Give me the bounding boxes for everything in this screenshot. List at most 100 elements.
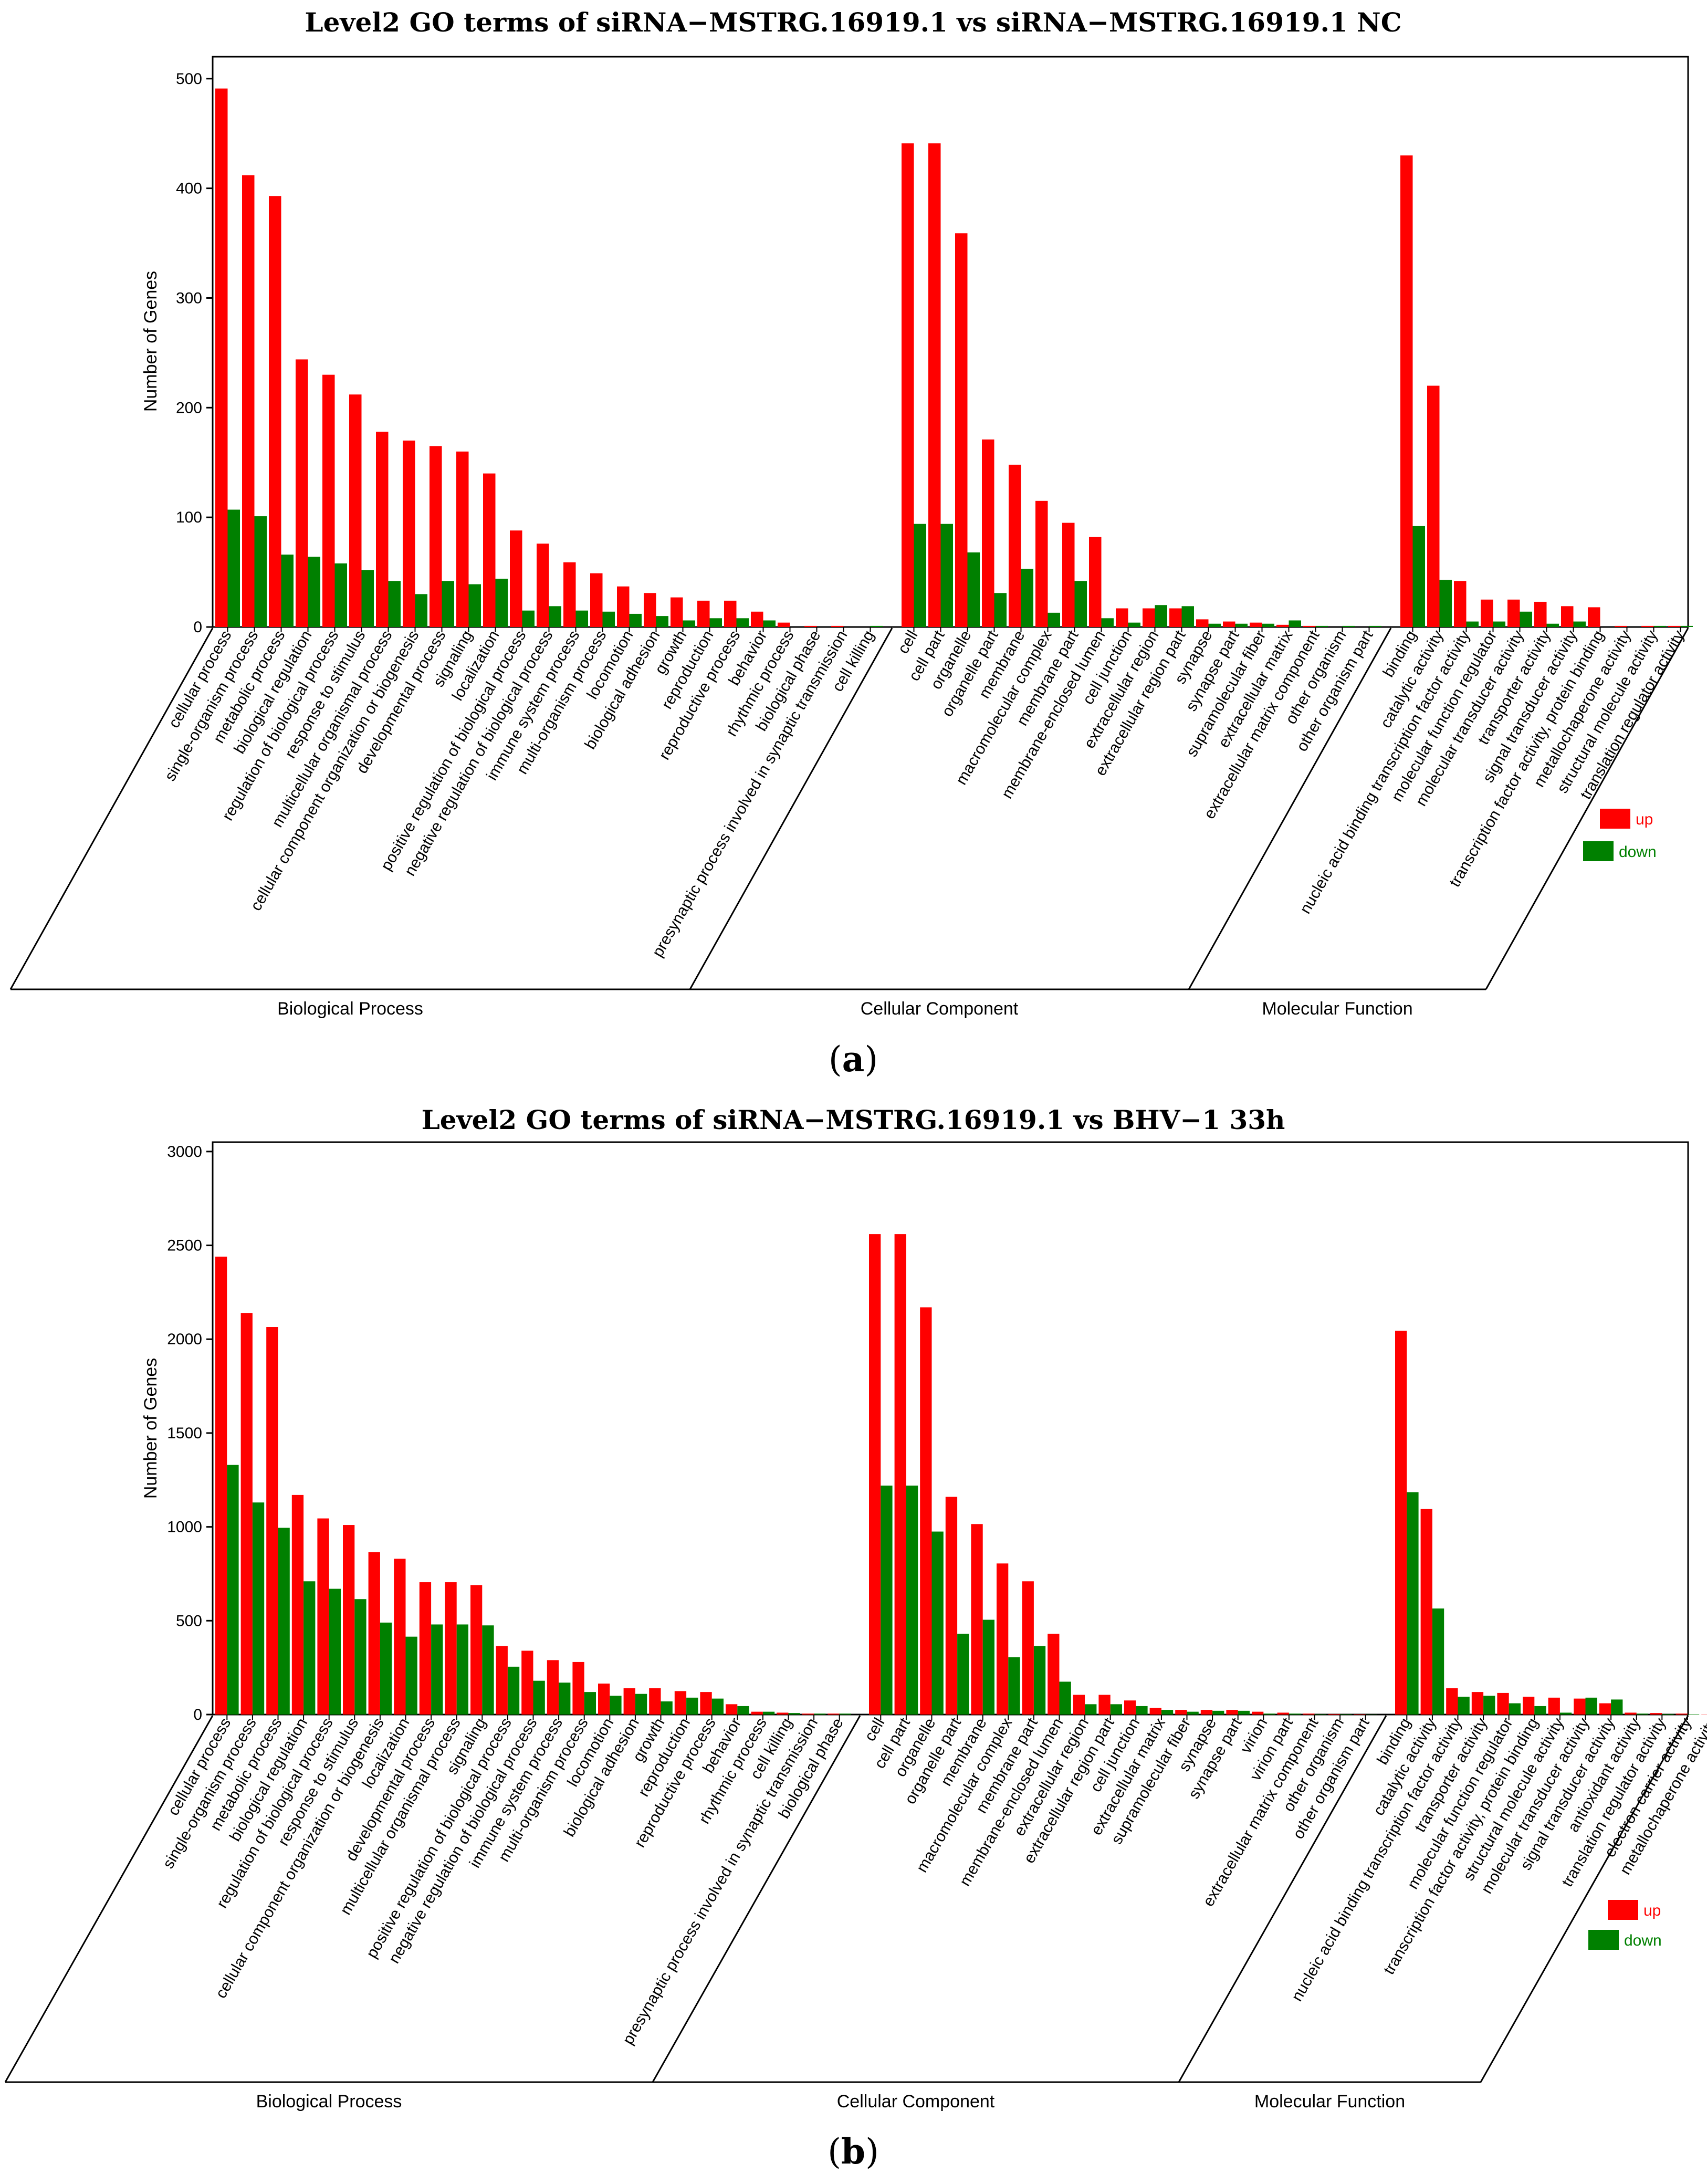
chart-a-bar-up	[1303, 625, 1316, 627]
chart-a-bar-down	[281, 555, 294, 627]
chart-b-bar-down	[1238, 1710, 1250, 1715]
chart-b-bar-up	[777, 1712, 789, 1715]
chart-a-bar-down	[1680, 625, 1693, 627]
chart-a-group-frame	[9, 628, 1689, 990]
chart-b-bar-down	[814, 1713, 826, 1715]
chart-b-bar-down	[1407, 1492, 1419, 1715]
chart-a-bar-up	[1507, 599, 1520, 627]
chart-a-bar-up	[296, 359, 308, 627]
chart-b-bar-up	[394, 1559, 406, 1715]
chart-a-group-label: Molecular Function	[1262, 999, 1412, 1019]
chart-b-bar-up	[1252, 1711, 1264, 1715]
chart-a-bar-up	[1009, 464, 1021, 627]
chart-a-bar-down	[1235, 623, 1248, 627]
chart-a-frame-left-edge	[9, 628, 214, 990]
chart-b-bar-up	[726, 1704, 738, 1715]
chart-b-bar-up	[649, 1688, 661, 1715]
chart-b-bar-up	[700, 1692, 712, 1715]
chart-a-bar-down	[1573, 621, 1586, 627]
chart-b-bar-down	[1085, 1704, 1097, 1715]
chart-a-legend: up down	[1583, 809, 1657, 861]
chart-a-bar-up	[1196, 619, 1209, 627]
chart-b-bar-up	[623, 1688, 635, 1715]
chart-a-frame-right-edge	[1485, 628, 1689, 990]
chart-a-bar-up	[349, 394, 362, 627]
chart-a-bar-down	[1342, 625, 1355, 627]
chart-a-bar-up	[928, 143, 941, 627]
chart-b-bar-up	[343, 1525, 355, 1715]
chart-b-bar-up	[572, 1661, 584, 1715]
chart-a-bar-down	[629, 613, 642, 627]
caption-a-close: )	[864, 1039, 878, 1080]
chart-a-y-tick-label: 500	[176, 70, 202, 88]
chart-a-bar-up	[1276, 624, 1289, 627]
chart-a-bar-down	[522, 610, 535, 627]
chart-b-bar-down	[1636, 1713, 1648, 1715]
chart-b-bar-down	[278, 1528, 290, 1715]
caption-b: (b)	[828, 2131, 879, 2172]
chart-a-bar-down	[388, 581, 401, 627]
chart-b-bar-down	[1687, 1714, 1700, 1715]
chart-b-bar-down	[1059, 1681, 1071, 1715]
caption-b-open: (	[828, 2131, 841, 2172]
chart-b-bar-down	[1289, 1713, 1301, 1715]
chart-b-bar-up	[419, 1582, 432, 1715]
chart-b-bar-down	[533, 1680, 545, 1715]
chart-a-y-tick-label: 100	[176, 509, 202, 526]
chart-a-category-label: cell	[894, 628, 921, 656]
chart-a-bar-down	[1021, 569, 1033, 627]
chart-b-bar-down	[507, 1666, 520, 1715]
chart-a-bar-down	[1048, 612, 1060, 627]
chart-b-bar-down	[1212, 1710, 1224, 1715]
chart-a-y-tick-label: 300	[176, 289, 202, 307]
chart-b-y-tick-label: 3000	[167, 1143, 202, 1161]
chart-b-bar-up	[802, 1713, 814, 1715]
chart-a-group-label: Cellular Component	[861, 999, 1019, 1019]
chart-a-bar-up	[510, 530, 522, 627]
chart-a-bar-down	[1208, 623, 1221, 627]
chart-b-bar-up	[894, 1234, 906, 1715]
chart-b-bar-down	[252, 1502, 265, 1715]
chart-b-bar-down	[686, 1697, 698, 1715]
chart-b-bar-down	[1483, 1696, 1495, 1715]
chart-a-bar-down	[1653, 625, 1666, 627]
chart-b-bar-up	[1277, 1712, 1289, 1715]
chart-a-bar-up	[430, 446, 442, 627]
chart-b-group-label: Molecular Function	[1254, 2092, 1405, 2112]
chart-b-bar-up	[971, 1524, 983, 1715]
chart-a-bar-up	[1089, 537, 1102, 627]
chart-a-bar-up	[724, 600, 737, 627]
chart-a-y-axis: 0 100 200 300 400 500	[176, 70, 213, 636]
chart-b-bar-down	[881, 1486, 893, 1715]
chart-a-bar-down	[1155, 605, 1167, 627]
chart-a-bar-down	[914, 524, 926, 627]
chart-a-bar-up	[1143, 608, 1155, 627]
chart-b-bar-up	[1675, 1713, 1688, 1715]
chart-a-frame-divider	[689, 628, 893, 990]
chart-a-bar-down	[415, 594, 427, 627]
chart-b-bar-down	[957, 1634, 969, 1715]
chart-b-group-label: Biological Process	[256, 2092, 402, 2112]
chart-a-bar-down	[468, 584, 481, 627]
chart-a-bar-up	[617, 586, 630, 627]
chart-a-bar-up	[1481, 599, 1493, 627]
chart-b-bars	[215, 1234, 1707, 1715]
chart-a-bar-up	[403, 440, 415, 627]
chart-b-bar-up	[240, 1313, 253, 1715]
chart-a-bar-down	[1074, 581, 1087, 627]
chart-b-bar-up	[1599, 1703, 1611, 1715]
chart-b-bar-up	[1420, 1509, 1432, 1715]
chart-a-bar-down	[1181, 606, 1194, 627]
chart-b-bar-down	[1187, 1711, 1199, 1715]
chart-b-bar-down	[906, 1486, 918, 1715]
chart-a-title: Level2 GO terms of siRNA−MSTRG.16919.1 v…	[305, 7, 1401, 38]
chart-a-bar-down	[1128, 622, 1140, 627]
chart-b-bar-down	[1340, 1714, 1352, 1715]
chart-b-bar-down	[788, 1713, 800, 1715]
chart-a-legend-up-label: up	[1636, 811, 1653, 828]
chart-b-bar-up	[317, 1518, 329, 1715]
chart-b-bar-up	[1098, 1695, 1111, 1715]
chart-a-bars	[215, 88, 1693, 627]
